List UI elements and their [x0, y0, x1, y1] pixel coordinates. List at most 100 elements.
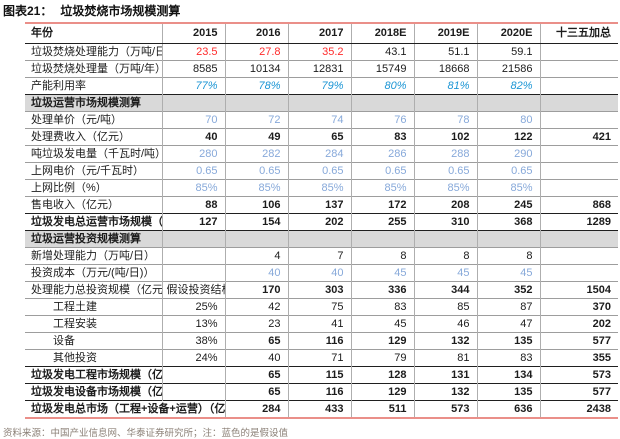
value-cell: 49 — [224, 128, 288, 146]
section-cell — [413, 94, 477, 112]
value-cell: 284 — [287, 145, 351, 163]
column-header: 2019E — [413, 23, 477, 44]
section-cell — [476, 230, 540, 248]
row-label: 工程安装 — [25, 315, 162, 333]
table-row: 吨垃圾发电量（千瓦时/吨） 280 282 284 286 288 290 — [25, 145, 618, 163]
value-cell: 23.5 — [161, 43, 225, 61]
value-cell: 284 — [224, 400, 288, 418]
column-header: 年份 — [25, 23, 162, 44]
value-cell: 8585 — [161, 60, 225, 78]
value-cell: 25% — [161, 298, 225, 316]
section-label: 垃圾运营投资规模测算 — [25, 230, 162, 248]
value-cell: 4 — [224, 247, 288, 265]
table-row: 设备 38% 65 116 129 132 135 577 — [25, 332, 618, 350]
table-row: 上网电价（元/千瓦时） 0.65 0.65 0.65 0.65 0.65 0.65 — [25, 162, 618, 180]
value-cell: 255 — [350, 213, 414, 231]
value-cell: 40 — [224, 264, 288, 282]
table-row: 新增处理能力（万吨/日） 4 7 8 8 8 — [25, 247, 618, 265]
value-cell: 45 — [350, 264, 414, 282]
section-row: 垃圾运营投资规模测算 — [25, 230, 618, 248]
value-cell: 65 — [287, 128, 351, 146]
table-row: 售电收入（亿元） 88 106 137 172 208 245 868 — [25, 196, 618, 214]
value-cell: 336 — [350, 281, 414, 299]
value-cell: 65 — [224, 366, 288, 384]
value-cell: 40 — [161, 128, 225, 146]
value-cell: 115 — [287, 366, 351, 384]
value-cell: 282 — [224, 145, 288, 163]
value-cell — [161, 383, 225, 401]
section-cell — [161, 94, 225, 112]
value-cell: 46 — [413, 315, 477, 333]
value-cell: 8 — [350, 247, 414, 265]
value-cell: 128 — [350, 366, 414, 384]
value-cell: 288 — [413, 145, 477, 163]
value-cell: 137 — [287, 196, 351, 214]
value-cell: 80% — [350, 77, 414, 95]
value-cell: 122 — [476, 128, 540, 146]
row-label: 上网比例（%） — [25, 179, 162, 197]
value-cell: 41 — [287, 315, 351, 333]
value-cell: 85 — [413, 298, 477, 316]
total-cell: 2438 — [539, 400, 618, 418]
total-cell — [539, 179, 618, 197]
column-header: 2017 — [287, 23, 351, 44]
figure-title: 图表21： 垃圾焚烧市场规模测算 — [0, 0, 620, 19]
value-cell — [161, 264, 225, 282]
total-cell — [539, 145, 618, 163]
section-cell — [287, 230, 351, 248]
table-row: 其他投资 24% 40 71 79 81 83 355 — [25, 349, 618, 367]
value-cell: 65 — [224, 383, 288, 401]
table-row: 处理费收入（亿元） 40 49 65 83 102 122 421 — [25, 128, 618, 146]
value-cell: 0.65 — [350, 162, 414, 180]
total-cell: 577 — [539, 332, 618, 350]
value-cell: 280 — [161, 145, 225, 163]
column-header: 2020E — [476, 23, 540, 44]
total-cell: 573 — [539, 366, 618, 384]
total-cell: 1289 — [539, 213, 618, 231]
value-cell: 80 — [476, 111, 540, 129]
section-cell — [224, 94, 288, 112]
row-label: 其他投资 — [25, 349, 162, 367]
table-row: 工程安装 13% 23 41 45 46 47 202 — [25, 315, 618, 333]
value-cell: 129 — [350, 332, 414, 350]
value-cell: 134 — [476, 366, 540, 384]
value-cell — [161, 366, 225, 384]
value-cell: 88 — [161, 196, 225, 214]
value-cell: 21586 — [476, 60, 540, 78]
value-cell: 15749 — [350, 60, 414, 78]
total-cell — [539, 247, 618, 265]
value-cell: 24% — [161, 349, 225, 367]
value-cell: 433 — [287, 400, 351, 418]
value-cell: 35.2 — [287, 43, 351, 61]
value-cell: 85% — [476, 179, 540, 197]
row-label: 垃圾发电设备市场规模（亿元） — [25, 383, 162, 401]
value-cell: 10134 — [224, 60, 288, 78]
value-cell: 135 — [476, 383, 540, 401]
value-cell: 12831 — [287, 60, 351, 78]
value-cell: 82% — [476, 77, 540, 95]
value-cell: 72 — [224, 111, 288, 129]
row-label: 垃圾发电工程市场规模（亿元） — [25, 366, 162, 384]
value-cell: 310 — [413, 213, 477, 231]
value-cell: 77% — [161, 77, 225, 95]
section-label: 垃圾运营市场规模测算 — [25, 94, 162, 112]
value-cell: 81% — [413, 77, 477, 95]
value-cell: 132 — [413, 383, 477, 401]
value-cell: 0.65 — [413, 162, 477, 180]
value-cell: 87 — [476, 298, 540, 316]
row-label: 设备 — [25, 332, 162, 350]
value-cell: 83 — [350, 128, 414, 146]
total-cell — [539, 77, 618, 95]
value-cell: 40 — [224, 349, 288, 367]
value-cell: 18668 — [413, 60, 477, 78]
value-cell: 85% — [413, 179, 477, 197]
value-cell: 286 — [350, 145, 414, 163]
row-label: 吨垃圾发电量（千瓦时/吨） — [25, 145, 162, 163]
value-cell: 85% — [161, 179, 225, 197]
table-row: 上网比例（%） 85% 85% 85% 85% 85% 85% — [25, 179, 618, 197]
value-cell: 45 — [413, 264, 477, 282]
value-cell — [161, 247, 225, 265]
